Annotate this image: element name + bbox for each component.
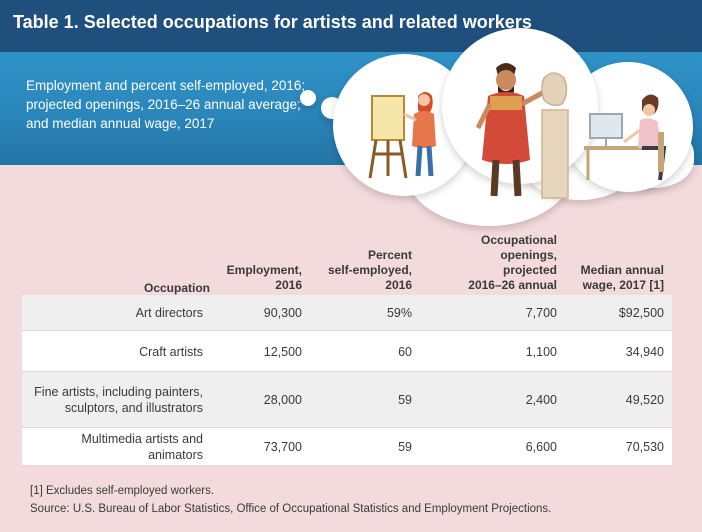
cell-openings: 1,100 <box>525 345 557 359</box>
painter-figure-icon <box>368 92 436 179</box>
table-row: Fine artists, including painters, sculpt… <box>22 372 672 428</box>
table-row: Multimedia artists and animators 73,700 … <box>22 428 672 466</box>
occupation-table: Art directors 90,300 59% 7,700 $92,500 C… <box>22 295 672 466</box>
column-header-employment: Employment, 2016 <box>226 263 302 292</box>
cell-wage: $92,500 <box>618 306 664 320</box>
cell-occupation: Multimedia artists and animators <box>81 432 203 462</box>
column-header-wage: Median annual wage, 2017 [1] <box>580 263 664 292</box>
cell-openings: 2,400 <box>525 393 557 407</box>
cell-employment: 12,500 <box>263 345 302 359</box>
cell-self-employed: 59 <box>398 440 412 454</box>
column-header-self-employed: Percent self-employed, 2016 <box>327 248 412 292</box>
table-title: Table 1. Selected occupations for artist… <box>13 12 532 32</box>
illustration <box>368 63 667 199</box>
source-note: Source: U.S. Bureau of Labor Statistics,… <box>30 503 552 515</box>
cell-employment: 90,300 <box>263 306 302 320</box>
table-row: Craft artists 12,500 60 1,100 34,940 <box>22 331 672 372</box>
cell-self-employed: 59% <box>386 306 412 320</box>
table-subtitle: Employment and percent self-employed, 20… <box>26 78 306 131</box>
cell-openings: 6,600 <box>525 440 557 454</box>
cell-wage: 70,530 <box>625 440 664 454</box>
cell-wage: 34,940 <box>625 345 664 359</box>
computer-worker-icon <box>584 94 667 181</box>
table-notes: [1] Excludes self-employed workers. Sour… <box>30 482 551 518</box>
cloud-dot-small <box>300 90 316 106</box>
table-row: Art directors 90,300 59% 7,700 $92,500 <box>22 295 672 331</box>
cell-employment: 28,000 <box>263 393 302 407</box>
footnote: [1] Excludes self-employed workers. <box>30 485 215 497</box>
column-header-occupation: Occupation <box>143 281 210 295</box>
title-bar: Table 1. Selected occupations for artist… <box>0 0 702 52</box>
sculptor-figure-icon <box>475 63 569 199</box>
cell-self-employed: 59 <box>398 393 412 407</box>
cell-employment: 73,700 <box>263 440 302 454</box>
cell-wage: 49,520 <box>625 393 664 407</box>
cell-self-employed: 60 <box>398 345 412 359</box>
cell-occupation: Art directors <box>135 306 203 320</box>
cell-occupation: Fine artists, including painters, sculpt… <box>34 385 203 415</box>
cell-openings: 7,700 <box>525 306 557 320</box>
cell-occupation: Craft artists <box>139 345 203 359</box>
